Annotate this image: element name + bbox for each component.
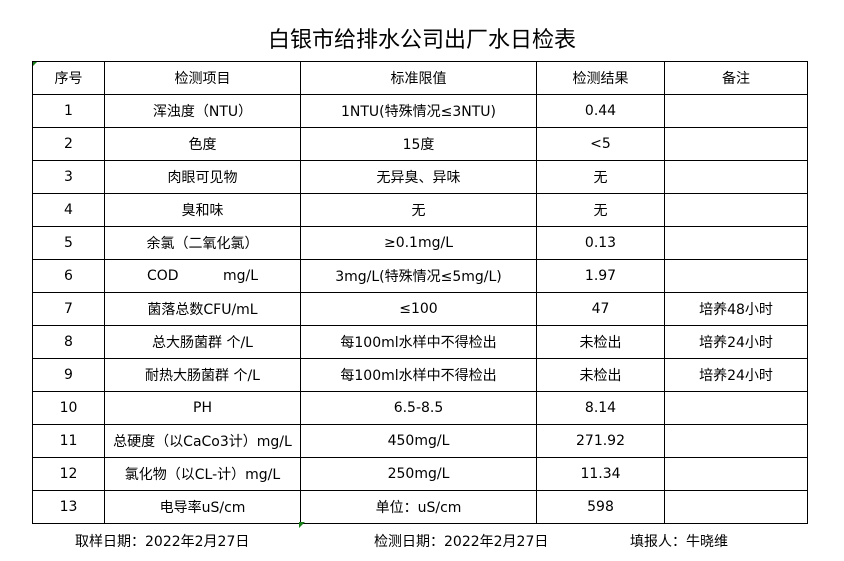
reporter: 填报人：牛晓维 — [630, 534, 728, 550]
cell-remark[interactable] — [664, 424, 808, 458]
cell-standard[interactable]: 1NTU(特殊情况≤3NTU) — [300, 94, 537, 128]
cell-remark[interactable]: 培养48小时 — [664, 292, 808, 326]
cell-item[interactable]: PH — [104, 391, 301, 425]
cell-result[interactable]: 271.92 — [536, 424, 665, 458]
table-row: 7 菌落总数CFU/mL ≤100 47 培养48小时 — [32, 292, 808, 326]
cell-item[interactable]: 肉眼可见物 — [104, 160, 301, 194]
table-row: 9 耐热大肠菌群 个/L 每100ml水样中不得检出 未检出 培养24小时 — [32, 358, 808, 392]
cell-item[interactable]: COD mg/L — [104, 259, 301, 293]
cell-result[interactable]: 1.97 — [536, 259, 665, 293]
cell-result[interactable]: 598 — [536, 490, 665, 524]
cell-result[interactable]: 无 — [536, 160, 665, 194]
cell-remark[interactable] — [664, 94, 808, 128]
cell-result[interactable]: 无 — [536, 193, 665, 227]
cell-result[interactable]: 0.44 — [536, 94, 665, 128]
cell-item[interactable]: 臭和味 — [104, 193, 301, 227]
table-row: 13 电导率uS/cm 单位：uS/cm 598 — [32, 490, 808, 524]
cell-result[interactable]: 未检出 — [536, 325, 665, 359]
cell-item[interactable]: 耐热大肠菌群 个/L — [104, 358, 301, 392]
cell-standard[interactable]: 无异臭、异味 — [300, 160, 537, 194]
cell-remark[interactable] — [664, 160, 808, 194]
cell-standard[interactable]: 标准限值 — [300, 61, 537, 95]
cell-result[interactable]: 8.14 — [536, 391, 665, 425]
test-date: 检测日期：2022年2月27日 — [374, 534, 549, 550]
table-row: 4 臭和味无无 — [32, 193, 808, 227]
cell-standard[interactable]: 3mg/L(特殊情况≤5mg/L) — [300, 259, 537, 293]
cell-result[interactable]: 检测结果 — [536, 61, 665, 95]
cell-seq[interactable]: 4 — [32, 193, 105, 227]
cell-remark[interactable] — [664, 259, 808, 293]
cell-item[interactable]: 电导率uS/cm — [104, 490, 301, 524]
sample-date: 取样日期：2022年2月27日 — [75, 534, 250, 550]
cell-result[interactable]: 未检出 — [536, 358, 665, 392]
table-row: 8 总大肠菌群 个/L 每100ml水样中不得检出 未检出 培养24小时 — [32, 325, 808, 359]
cell-result[interactable]: <5 — [536, 127, 665, 161]
cell-standard[interactable]: ≤100 — [300, 292, 537, 326]
inspection-table: 序号 检测项目 标准限值 检测结果 备注 1 浑浊度（NTU） 1NTU(特殊情况≤3NTU)… — [32, 61, 808, 524]
cell-seq[interactable]: 10 — [32, 391, 105, 425]
cell-item[interactable]: 总硬度（以CaCo3计）mg/L — [104, 424, 301, 458]
cell-remark[interactable]: 培养24小时 — [664, 325, 808, 359]
page-title: 白银市给排水公司出厂水日检表 — [267, 28, 576, 53]
cell-seq[interactable]: 3 — [32, 160, 105, 194]
table-row: 10 PH 6.5-8.5 8.14 — [32, 391, 808, 425]
cell-remark[interactable] — [664, 193, 808, 227]
header-row: 序号 检测项目 标准限值 检测结果 备注 — [32, 61, 808, 95]
cell-item[interactable]: 菌落总数CFU/mL — [104, 292, 301, 326]
cell-remark[interactable] — [664, 391, 808, 425]
cell-standard[interactable]: ≥0.1mg/L — [300, 226, 537, 260]
cell-seq[interactable]: 12 — [32, 457, 105, 491]
cell-remark[interactable] — [664, 226, 808, 260]
table-row: 1 浑浊度（NTU） 1NTU(特殊情况≤3NTU) 0.44 — [32, 94, 808, 128]
cell-remark[interactable] — [664, 490, 808, 524]
cell-seq[interactable]: 9 — [32, 358, 105, 392]
cell-standard[interactable]: 6.5-8.5 — [300, 391, 537, 425]
cell-standard[interactable]: 250mg/L — [300, 457, 537, 491]
cell-remark[interactable] — [664, 457, 808, 491]
cell-standard[interactable]: 单位：uS/cm — [300, 490, 537, 524]
cell-seq[interactable]: 6 — [32, 259, 105, 293]
table-row: 12 氯化物（以CL-计）mg/L 250mg/L 11.34 — [32, 457, 808, 491]
cell-remark[interactable]: 培养24小时 — [664, 358, 808, 392]
cell-item[interactable]: 色度 — [104, 127, 301, 161]
cell-result[interactable]: 0.13 — [536, 226, 665, 260]
cell-item[interactable]: 氯化物（以CL-计）mg/L — [104, 457, 301, 491]
cell-item[interactable]: 余氯（二氧化氯） — [104, 226, 301, 260]
cell-comment-marker — [299, 522, 305, 528]
cell-item[interactable]: 总大肠菌群 个/L — [104, 325, 301, 359]
cell-seq[interactable]: 8 — [32, 325, 105, 359]
cell-seq[interactable]: 序号 — [32, 61, 105, 95]
cell-seq[interactable]: 5 — [32, 226, 105, 260]
cell-standard[interactable]: 每100ml水样中不得检出 — [300, 325, 537, 359]
cell-seq[interactable]: 11 — [32, 424, 105, 458]
cell-item[interactable]: 浑浊度（NTU） — [104, 94, 301, 128]
table-row: 5 余氯（二氧化氯） ≥0.1mg/L 0.13 — [32, 226, 808, 260]
cell-result[interactable]: 11.34 — [536, 457, 665, 491]
cell-seq[interactable]: 7 — [32, 292, 105, 326]
cell-standard[interactable]: 每100ml水样中不得检出 — [300, 358, 537, 392]
cell-standard[interactable]: 450mg/L — [300, 424, 537, 458]
table-row: 11 总硬度（以CaCo3计）mg/L 450mg/L 271.92 — [32, 424, 808, 458]
cell-standard[interactable]: 15度 — [300, 127, 537, 161]
cell-seq[interactable]: 2 — [32, 127, 105, 161]
table-row: 6 COD mg/L 3mg/L(特殊情况≤5mg/L) 1.97 — [32, 259, 808, 293]
cell-result[interactable]: 47 — [536, 292, 665, 326]
table-row: 2 色度 15度 <5 — [32, 127, 808, 161]
cell-remark[interactable]: 备注 — [664, 61, 808, 95]
cell-standard[interactable]: 无 — [300, 193, 537, 227]
cell-item[interactable]: 检测项目 — [104, 61, 301, 95]
cell-seq[interactable]: 1 — [32, 94, 105, 128]
cell-remark[interactable] — [664, 127, 808, 161]
cell-seq[interactable]: 13 — [32, 490, 105, 524]
table-row: 3 肉眼可见物 无异臭、异味无 — [32, 160, 808, 194]
